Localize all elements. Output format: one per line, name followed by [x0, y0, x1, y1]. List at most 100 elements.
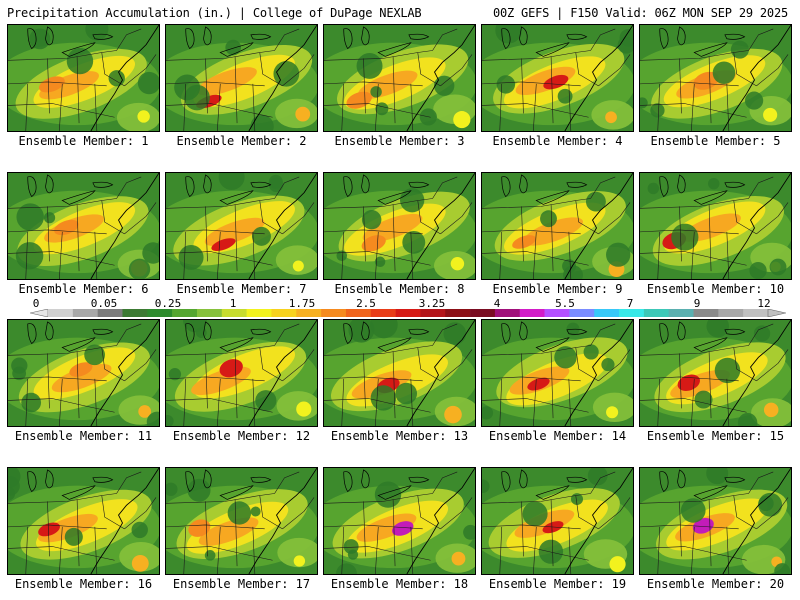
colorbar-tick-label: 7 [626, 297, 634, 310]
precipitation-map [165, 172, 318, 280]
colorbar-segment [693, 309, 719, 317]
colorbar-segment [97, 309, 123, 317]
colorbar-tick-label: 12 [757, 297, 771, 310]
ensemble-panel: Ensemble Member: 13 [323, 319, 476, 443]
ensemble-panel: Ensemble Member: 8 [323, 172, 476, 296]
ensemble-member-label: Ensemble Member: 18 [330, 577, 469, 591]
ensemble-panel: Ensemble Member: 9 [481, 172, 634, 296]
colorbar-tick-label: 5.5 [555, 297, 575, 310]
ensemble-panel: Ensemble Member: 6 [7, 172, 160, 296]
ensemble-member-label: Ensemble Member: 4 [492, 134, 623, 148]
precipitation-map [481, 172, 634, 280]
ensemble-panel: Ensemble Member: 3 [323, 24, 476, 148]
precipitation-map [323, 467, 476, 575]
precipitation-map [323, 172, 476, 280]
ensemble-panel: Ensemble Member: 16 [7, 467, 160, 591]
ensemble-member-label: Ensemble Member: 14 [488, 429, 627, 443]
ensemble-member-label: Ensemble Member: 11 [14, 429, 153, 443]
precipitation-map [165, 467, 318, 575]
ensemble-panel: Ensemble Member: 18 [323, 467, 476, 591]
ensemble-member-label: Ensemble Member: 8 [334, 282, 465, 296]
ensemble-panel: Ensemble Member: 2 [165, 24, 318, 148]
colorbar-segment [594, 309, 620, 317]
colorbar-left-arrow [30, 309, 49, 317]
colorbar-segment [445, 309, 471, 317]
colorbar-segment [321, 309, 347, 317]
colorbar-segment [345, 309, 372, 317]
ensemble-member-label: Ensemble Member: 6 [18, 282, 149, 296]
colorbar-tick-label: 0.05 [90, 297, 118, 310]
ensemble-panel: Ensemble Member: 4 [481, 24, 634, 148]
colorbar-segment [271, 309, 297, 317]
colorbar-segment [196, 309, 223, 317]
colorbar-tick-label: 2.5 [356, 297, 376, 310]
precipitation-map [639, 172, 792, 280]
precipitation-map [7, 24, 160, 132]
precipitation-map [323, 24, 476, 132]
ensemble-member-label: Ensemble Member: 3 [334, 134, 465, 148]
colorbar-tick-label: 0.25 [154, 297, 182, 310]
precipitation-map [639, 24, 792, 132]
ensemble-member-label: Ensemble Member: 16 [14, 577, 153, 591]
precipitation-map [639, 467, 792, 575]
precipitation-map [481, 319, 634, 427]
colorbar-right-arrow [767, 309, 786, 317]
colorbar-tick-label: 4 [493, 297, 501, 310]
ensemble-panel: Ensemble Member: 14 [481, 319, 634, 443]
colorbar-segment [48, 309, 74, 317]
precipitation-map [7, 172, 160, 280]
colorbar-segment [544, 309, 570, 317]
ensemble-panel: Ensemble Member: 17 [165, 467, 318, 591]
ensemble-member-label: Ensemble Member: 7 [176, 282, 307, 296]
precipitation-map [639, 319, 792, 427]
colorbar-segment [718, 309, 744, 317]
ensemble-panel: Ensemble Member: 19 [481, 467, 634, 591]
ensemble-member-label: Ensemble Member: 20 [646, 577, 785, 591]
ensemble-member-label: Ensemble Member: 13 [330, 429, 469, 443]
colorbar-tick-label: 1 [229, 297, 237, 310]
precipitation-map [481, 24, 634, 132]
ensemble-member-label: Ensemble Member: 5 [650, 134, 781, 148]
page-title: Precipitation Accumulation (in.) | Colle… [7, 6, 422, 20]
ensemble-panel: Ensemble Member: 12 [165, 319, 318, 443]
colorbar-segment [643, 309, 669, 317]
ensemble-member-label: Ensemble Member: 17 [172, 577, 311, 591]
precipitation-map [7, 319, 160, 427]
colorbar-tick-label: 0 [32, 297, 40, 310]
ensemble-member-label: Ensemble Member: 10 [646, 282, 785, 296]
ensemble-panel: Ensemble Member: 15 [639, 319, 792, 443]
ensemble-panel: Ensemble Member: 7 [165, 172, 318, 296]
ensemble-panel: Ensemble Member: 10 [639, 172, 792, 296]
ensemble-panel: Ensemble Member: 1 [7, 24, 160, 148]
ensemble-member-label: Ensemble Member: 2 [176, 134, 307, 148]
ensemble-panel: Ensemble Member: 20 [639, 467, 792, 591]
model-run-info: 00Z GEFS | F150 Valid: 06Z MON SEP 29 20… [492, 6, 788, 20]
precipitation-map [481, 467, 634, 575]
precipitation-map [7, 467, 160, 575]
colorbar-segment [420, 309, 446, 317]
colorbar-segment [494, 309, 521, 317]
precipitation-map [323, 319, 476, 427]
ensemble-member-label: Ensemble Member: 9 [492, 282, 623, 296]
ensemble-member-label: Ensemble Member: 1 [18, 134, 149, 148]
colorbar-segment [72, 309, 98, 317]
ensemble-member-label: Ensemble Member: 12 [172, 429, 311, 443]
colorbar-segment [519, 309, 545, 317]
ensemble-member-label: Ensemble Member: 15 [646, 429, 785, 443]
ensemble-panel: Ensemble Member: 11 [7, 319, 160, 443]
ensemble-panel: Ensemble Member: 5 [639, 24, 792, 148]
colorbar-tick-label: 1.75 [288, 297, 316, 310]
colorbar-segment [122, 309, 148, 317]
colorbar-segment [172, 309, 198, 317]
colorbar-segment [147, 309, 173, 317]
ensemble-member-label: Ensemble Member: 19 [488, 577, 627, 591]
colorbar-tick-label: 3.25 [418, 297, 446, 310]
colorbar-segment [246, 309, 272, 317]
colorbar-segment [221, 309, 247, 317]
precipitation-map [165, 319, 318, 427]
colorbar-segment [569, 309, 595, 317]
colorbar-segment [470, 309, 496, 317]
colorbar-segment [370, 309, 396, 317]
precipitation-colorbar [30, 309, 786, 317]
precipitation-map [165, 24, 318, 132]
